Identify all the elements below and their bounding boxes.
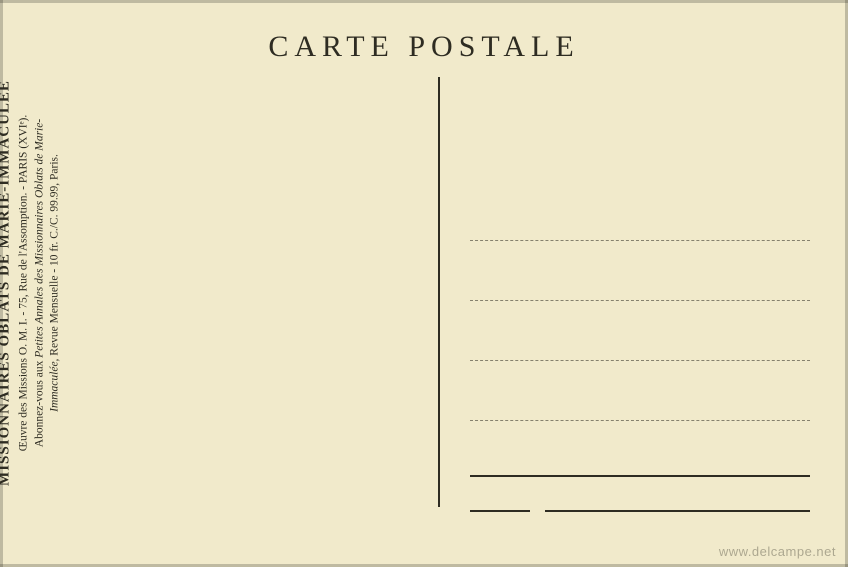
publisher-line-3-suffix: Revue Mensuelle - 10 fr. C./C. 99.99, Pa… xyxy=(49,154,61,358)
dotted-rule-4 xyxy=(470,420,810,422)
publisher-sidebar: MISSIONNAIRES OBLATS DE MARIE-IMMACULÉE … xyxy=(0,0,60,567)
publisher-line-2-italic: Petites Annales des Missionnaires Oblats… xyxy=(33,119,45,358)
publisher-line-2-prefix: Abonnez-vous aux xyxy=(33,358,45,447)
publisher-text-block: MISSIONNAIRES OBLATS DE MARIE-IMMACULÉE … xyxy=(0,28,63,538)
publisher-line-1: Œuvre des Missions O. M. I. - 75, Rue de… xyxy=(17,28,33,538)
postcard-back: CARTE POSTALE MISSIONNAIRES OBLATS DE MA… xyxy=(0,0,848,567)
address-rule-3 xyxy=(545,510,810,512)
watermark-text: www.delcampe.net xyxy=(719,544,836,559)
publisher-heading: MISSIONNAIRES OBLATS DE MARIE-IMMACULÉE xyxy=(0,28,14,538)
center-divider xyxy=(438,77,440,507)
card-edge-top xyxy=(0,0,848,3)
publisher-line-3: Immaculée, Revue Mensuelle - 10 fr. C./C… xyxy=(48,28,64,538)
card-title: CARTE POSTALE xyxy=(0,30,848,64)
address-rule-1 xyxy=(470,475,810,477)
publisher-line-2: Abonnez-vous aux Petites Annales des Mis… xyxy=(32,28,48,538)
publisher-line-3-italic: Immaculée, xyxy=(49,359,61,412)
dotted-rule-1 xyxy=(470,240,810,242)
dotted-rule-3 xyxy=(470,360,810,362)
dotted-rule-2 xyxy=(470,300,810,302)
publisher-line-1-prefix: Œuvre des Missions O. M. I. - 75, Rue de… xyxy=(18,115,30,452)
address-rule-2 xyxy=(470,510,530,512)
